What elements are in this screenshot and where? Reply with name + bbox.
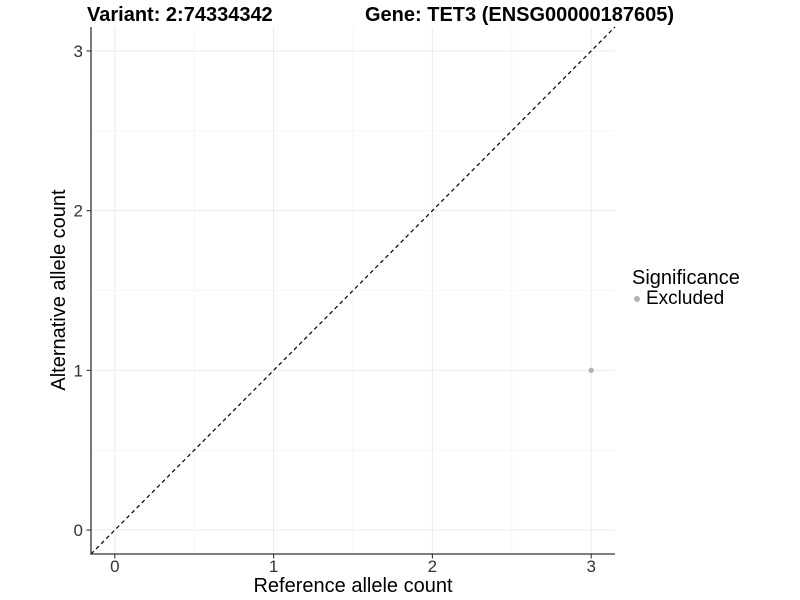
x-tick-label: 0 [110,557,119,576]
y-tick-label: 2 [74,202,83,221]
x-tick-label: 2 [428,557,437,576]
legend-key [631,293,643,305]
identity-dashed-line [90,26,616,555]
x-axis-title: Reference allele count [253,575,453,597]
legend-entries: Excluded [630,288,740,310]
legend-entry-label: Excluded [646,288,725,309]
legend-entry: Excluded [630,288,740,310]
legend-point-icon [634,296,640,302]
legend-title: Significance [632,267,740,289]
y-tick-label: 1 [74,361,83,380]
x-tick-label: 3 [586,557,595,576]
legend: Significance Excluded [630,268,740,310]
y-axis-title: Alternative allele count [48,189,70,391]
x-tick-label: 1 [269,557,278,576]
y-tick-label: 0 [74,521,83,540]
y-tick-label: 3 [74,42,83,61]
data-point [588,367,594,374]
plot-title-gene: Gene: TET3 (ENSG00000187605) [365,4,675,26]
plot-title-variant: Variant: 2:74334342 [87,4,273,26]
